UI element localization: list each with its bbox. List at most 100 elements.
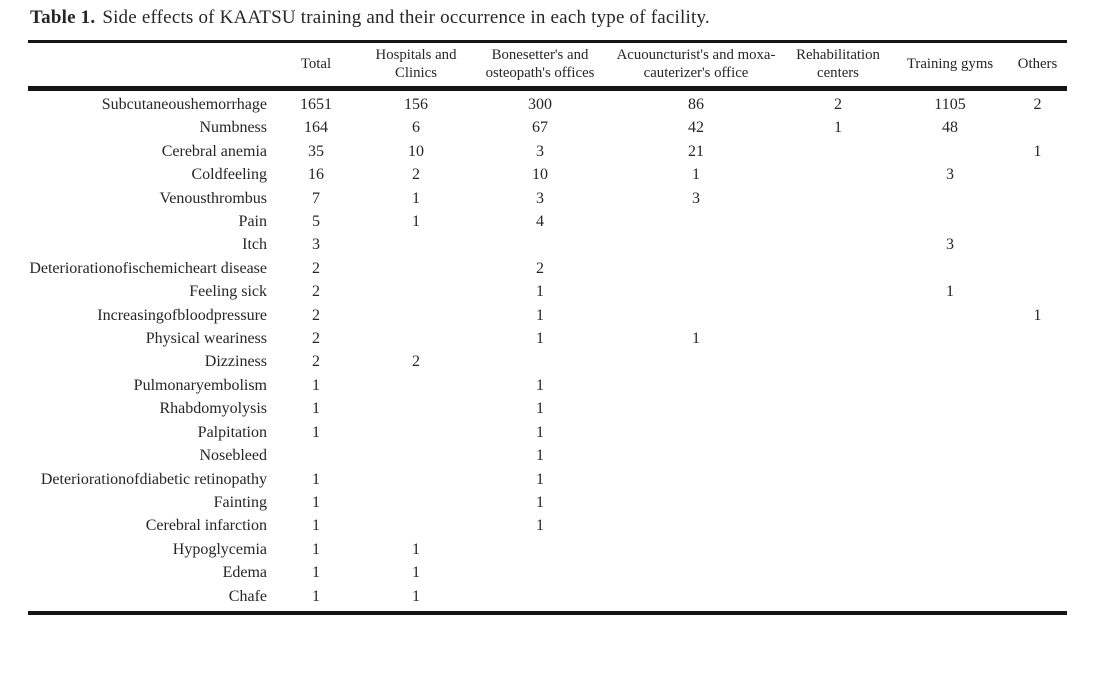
cell-value: 3 (536, 142, 544, 160)
table-row: Edema 1 1 (28, 561, 1067, 584)
cell-value: 1 (312, 587, 320, 605)
cell-value: 1 (1033, 142, 1042, 160)
table-row: Chafe 1 1 (28, 585, 1067, 608)
cell-value: 1 (412, 540, 420, 558)
cell-value: 300 (528, 96, 552, 113)
cell-value: 2 (412, 166, 420, 184)
row-label: Deteriorationofdiabetic retinopathy (40, 470, 267, 488)
cell-value: 2 (312, 283, 320, 301)
cell-value: 1 (312, 517, 320, 535)
cell-value: 10 (532, 166, 548, 184)
table-row: Cerebral infarction 1 1 (28, 514, 1067, 537)
cell-value: 2 (312, 259, 320, 277)
cell-value: 164 (304, 119, 328, 137)
cell-value: 1 (312, 470, 320, 488)
row-label: Pain (238, 213, 267, 231)
cell-value: 1 (312, 564, 320, 582)
cell-value: 7 (312, 189, 320, 207)
cell-value: 2 (1033, 96, 1042, 113)
cell-value: 1 (312, 423, 320, 441)
column-header-others: Others (1017, 55, 1058, 72)
row-label: Increasingofbloodpressure (97, 306, 267, 324)
cell-value: 1 (312, 376, 320, 394)
table-caption-text: Side effects of KAATSU training and thei… (102, 7, 710, 28)
column-header-total: Total (300, 55, 332, 72)
table-row: Numbness 164 6 67 42 1 48 (28, 116, 1067, 139)
cell-value: 3 (692, 189, 700, 207)
cell-value: 1 (692, 166, 700, 184)
row-label: Physical weariness (145, 330, 267, 348)
table-row: Deteriorationofdiabetic retinopathy 1 1 (28, 468, 1067, 491)
table-body: Subcutaneoushemorrhage 1651 156 300 86 2 1105 2… (28, 91, 1067, 615)
table-row: Itch 3 3 (28, 233, 1067, 256)
row-label: Hypoglycemia (172, 540, 267, 558)
cell-value: 3 (946, 166, 954, 184)
cell-value: 42 (688, 119, 704, 137)
cell-value: 6 (412, 119, 420, 137)
cell-value: 1 (536, 400, 544, 418)
cell-value: 156 (404, 96, 428, 113)
cell-value: 2 (312, 330, 320, 348)
cell-value: 1 (536, 283, 544, 301)
cell-value: 1 (536, 330, 544, 348)
row-label: Palpitation (197, 423, 267, 441)
row-label: Itch (242, 236, 267, 254)
cell-value: 16 (308, 166, 324, 184)
table-row: Subcutaneoushemorrhage 1651 156 300 86 2 1105 2 (28, 93, 1067, 116)
cell-value: 1 (412, 213, 420, 231)
column-header-rehabilitation-centers: Rehabilitation centers (796, 47, 880, 81)
table-row: Increasingofbloodpressure 2 1 1 (28, 304, 1067, 327)
row-label: Feeling sick (189, 283, 267, 301)
cell-value: 1 (536, 376, 544, 394)
row-label: Numbness (199, 119, 267, 137)
row-label: Coldfeeling (191, 166, 267, 184)
row-label: Pulmonaryembolism (133, 376, 267, 394)
cell-value: 1 (692, 330, 700, 348)
table-row: Dizziness 2 2 (28, 350, 1067, 373)
table-row: Pulmonaryembolism 1 1 (28, 374, 1067, 397)
cell-value: 3 (946, 236, 954, 254)
cell-value: 2 (834, 96, 842, 113)
cell-value: 2 (312, 353, 320, 371)
table-row: Pain 5 1 4 (28, 210, 1067, 233)
column-header-training-gyms: Training gyms (906, 55, 994, 72)
table-row: Physical weariness 2 1 1 (28, 327, 1067, 350)
column-header-bonesetters-osteopaths: Bonesetter's and osteopath's offices (485, 47, 595, 81)
table-row: Hypoglycemia 1 1 (28, 538, 1067, 561)
row-label: Venousthrombus (159, 189, 267, 207)
table-row: Feeling sick 2 1 1 (28, 280, 1067, 303)
cell-value: 1651 (300, 96, 332, 113)
row-label: Subcutaneoushemorrhage (101, 96, 267, 113)
cell-value: 86 (688, 96, 704, 113)
cell-value: 1 (1033, 306, 1042, 324)
cell-value: 1 (412, 564, 420, 582)
cell-value: 1 (312, 493, 320, 511)
cell-value: 10 (408, 142, 424, 160)
table-row: Cerebral anemia 35 10 3 21 1 (28, 140, 1067, 163)
table-caption: Table 1. Side effects of KAATSU training … (30, 7, 1094, 29)
table-row: Palpitation 1 1 (28, 421, 1067, 444)
cell-value: 48 (942, 119, 958, 137)
cell-value: 2 (536, 259, 544, 277)
cell-value: 1 (412, 189, 420, 207)
table-caption-label: Table 1. (30, 7, 96, 28)
row-label: Chafe (228, 587, 267, 605)
row-label: Nosebleed (199, 447, 267, 465)
cell-value: 1 (536, 423, 544, 441)
table-row: Fainting 1 1 (28, 491, 1067, 514)
table-row: Rhabdomyolysis 1 1 (28, 397, 1067, 420)
row-label: Dizziness (204, 353, 267, 371)
cell-value: 1 (536, 470, 544, 488)
cell-value: 1 (412, 587, 420, 605)
cell-value: 67 (532, 119, 548, 137)
row-label: Deteriorationofischemicheart disease (29, 259, 267, 277)
data-table: Total Hospitals and Clinics Bonesetter's… (28, 40, 1067, 615)
cell-value: 1 (536, 517, 544, 535)
cell-value: 35 (308, 142, 324, 160)
cell-value: 4 (536, 213, 544, 231)
row-label: Cerebral infarction (145, 517, 267, 535)
column-header-hospitals-clinics: Hospitals and Clinics (375, 47, 457, 81)
row-label: Rhabdomyolysis (159, 400, 267, 418)
cell-value: 1 (536, 306, 544, 324)
table-row: Venousthrombus 7 1 3 3 (28, 187, 1067, 210)
